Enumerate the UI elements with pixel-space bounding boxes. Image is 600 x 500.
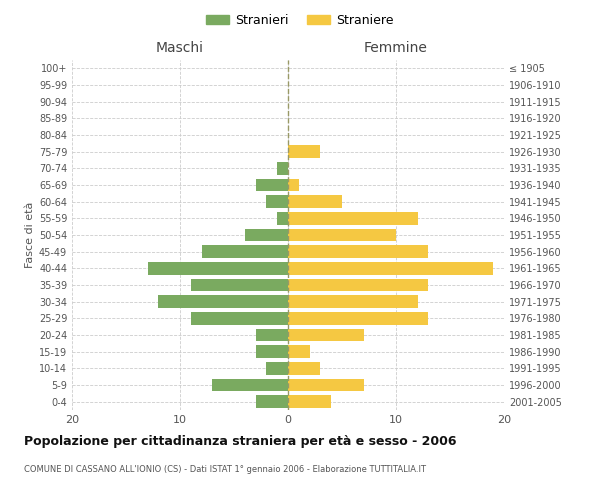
- Bar: [288, 296, 418, 308]
- Bar: [288, 329, 364, 341]
- Bar: [212, 379, 288, 391]
- Bar: [288, 312, 428, 324]
- Bar: [288, 179, 299, 192]
- Text: COMUNE DI CASSANO ALL'IONIO (CS) - Dati ISTAT 1° gennaio 2006 - Elaborazione TUT: COMUNE DI CASSANO ALL'IONIO (CS) - Dati …: [24, 465, 426, 474]
- Bar: [288, 246, 428, 258]
- Bar: [245, 229, 288, 241]
- Bar: [277, 162, 288, 174]
- Bar: [256, 329, 288, 341]
- Bar: [256, 346, 288, 358]
- Bar: [256, 179, 288, 192]
- Bar: [256, 396, 288, 408]
- Bar: [288, 362, 320, 374]
- Bar: [288, 279, 428, 291]
- Text: Femmine: Femmine: [364, 41, 428, 55]
- Y-axis label: Fasce di età: Fasce di età: [25, 202, 35, 268]
- Bar: [148, 262, 288, 274]
- Bar: [191, 312, 288, 324]
- Bar: [288, 262, 493, 274]
- Bar: [191, 279, 288, 291]
- Bar: [288, 212, 418, 224]
- Bar: [288, 396, 331, 408]
- Text: Maschi: Maschi: [156, 41, 204, 55]
- Bar: [288, 146, 320, 158]
- Bar: [266, 362, 288, 374]
- Bar: [277, 212, 288, 224]
- Bar: [202, 246, 288, 258]
- Bar: [266, 196, 288, 208]
- Bar: [288, 196, 342, 208]
- Text: Popolazione per cittadinanza straniera per età e sesso - 2006: Popolazione per cittadinanza straniera p…: [24, 435, 457, 448]
- Bar: [158, 296, 288, 308]
- Legend: Stranieri, Straniere: Stranieri, Straniere: [202, 8, 398, 32]
- Bar: [288, 346, 310, 358]
- Bar: [288, 379, 364, 391]
- Bar: [288, 229, 396, 241]
